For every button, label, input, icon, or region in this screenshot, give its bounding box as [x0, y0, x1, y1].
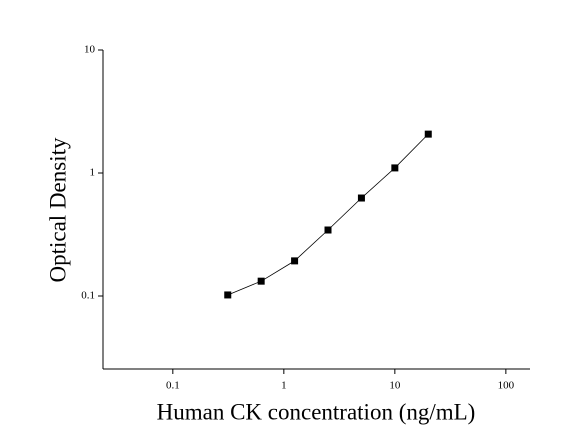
point — [257, 277, 265, 285]
point — [391, 164, 399, 172]
point — [224, 291, 232, 299]
y-tick-label: 1 — [90, 167, 96, 179]
x-tick-label: 1 — [281, 380, 287, 392]
y-tick-label: 10 — [84, 44, 96, 56]
point — [424, 130, 432, 138]
x-tick-label: 0.1 — [166, 380, 180, 392]
y-axis-title: Optical Density — [45, 137, 70, 282]
fit-curve — [227, 133, 429, 296]
x-axis-title: Human CK concentration (ng/mL) — [157, 399, 476, 424]
x-tick-label: 10 — [389, 380, 401, 392]
x-tick-label: 100 — [498, 380, 515, 392]
point — [357, 194, 365, 202]
point — [324, 226, 332, 234]
y-tick-label: 0.1 — [81, 290, 95, 302]
point — [291, 257, 299, 265]
